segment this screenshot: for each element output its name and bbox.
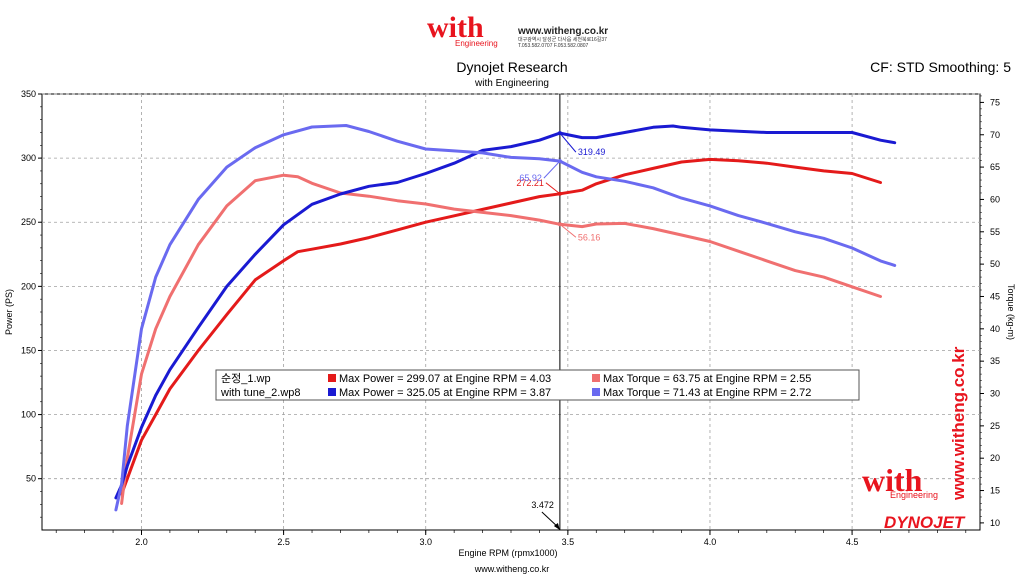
y-left-tick-label: 200 — [21, 281, 36, 291]
header-phone: T.053.582.0707 F.053.582.0807 — [518, 43, 589, 49]
y-right-tick-label: 20 — [990, 453, 1000, 463]
annotation-arrow — [545, 182, 561, 195]
series-line-power — [114, 124, 897, 500]
y-right-axis-label: Torque (kg-m) — [1006, 284, 1016, 340]
axis-ticks: 2.0 2.5 3.0 3.5 4.0 4.5 50 100 150 200 250 300 350 10… — [21, 89, 1000, 547]
annotation-marker — [557, 131, 562, 136]
x-tick-label: 4.5 — [846, 537, 859, 547]
y-left-axis-label: Power (PS) — [4, 289, 14, 335]
x-tick-label: 2.5 — [277, 537, 290, 547]
annotation-marker — [557, 159, 562, 164]
series-line-torque — [114, 124, 897, 512]
legend-row: with tune_2.wp8 Max Power = 325.05 at En… — [220, 387, 811, 399]
y-right-tick-label: 10 — [990, 518, 1000, 528]
annotation-marker — [557, 222, 562, 227]
cursor-arrowhead — [553, 523, 560, 530]
header-site-url: www.witheng.co.kr — [517, 26, 608, 37]
watermark: with Engineering www.witheng.co.kr DYNOJ… — [862, 346, 968, 532]
y-right-tick-label: 60 — [990, 194, 1000, 204]
footer-url: www.witheng.co.kr — [474, 564, 550, 574]
watermark-logo-word: with — [862, 462, 923, 498]
y-right-tick-label: 75 — [990, 97, 1000, 107]
legend-max-power: Max Power = 325.05 at Engine RPM = 3.87 — [339, 387, 551, 399]
y-left-tick-label: 50 — [26, 474, 36, 484]
chart-title: Dynojet Research — [456, 59, 567, 75]
legend-max-torque: Max Torque = 63.75 at Engine RPM = 2.55 — [603, 373, 811, 385]
legend-box — [215, 369, 860, 401]
legend-max-torque: Max Torque = 71.43 at Engine RPM = 2.72 — [603, 387, 811, 399]
plot-area — [41, 93, 981, 531]
header-logo-word: with — [427, 11, 484, 44]
legend-row: 순정_1.wp Max Power = 299.07 at Engine RPM… — [221, 372, 811, 385]
header-logo: with Engineering www.witheng.co.kr 대구광역시… — [427, 11, 608, 49]
header-logo-sub: Engineering — [455, 39, 498, 48]
series — [114, 124, 897, 512]
cursor-pointer — [541, 511, 559, 528]
cf-info: CF: STD Smoothing: 5 — [870, 59, 1011, 75]
y-right-tick-label: 70 — [990, 130, 1000, 140]
y-left-tick-label: 350 — [21, 89, 36, 99]
annotation-label: 319.49 — [578, 147, 606, 157]
annotation-arrow — [543, 160, 561, 179]
y-right-tick-label: 55 — [990, 227, 1000, 237]
annotation-label: 272.21 — [516, 178, 544, 188]
annotation-label: 65.92 — [519, 173, 542, 183]
y-left-tick-label: 250 — [21, 217, 36, 227]
x-tick-label: 2.0 — [135, 537, 148, 547]
x-tick-label: 3.5 — [562, 537, 575, 547]
header-address: 대구광역시 달성군 다사읍 세천북로16길37 — [518, 36, 607, 43]
annotation-arrow — [559, 223, 577, 238]
legend-run-name: 순정_1.wp — [221, 372, 271, 385]
chart-subtitle: with Engineering — [474, 78, 549, 89]
y-right-tick-label: 35 — [990, 356, 1000, 366]
y-right-tick-label: 25 — [990, 421, 1000, 431]
series-line-power — [120, 157, 882, 496]
x-tick-label: 3.0 — [419, 537, 432, 547]
y-left-tick-label: 150 — [21, 345, 36, 355]
x-tick-label: 4.0 — [704, 537, 717, 547]
legend-swatch-power — [328, 374, 336, 382]
y-right-tick-label: 65 — [990, 162, 1000, 172]
y-right-tick-label: 50 — [990, 259, 1000, 269]
series-line-torque — [120, 173, 882, 505]
y-left-tick-label: 300 — [21, 153, 36, 163]
annotation-label: 56.16 — [578, 232, 601, 242]
y-right-tick-label: 45 — [990, 291, 1000, 301]
dynojet-brand: DYNOJET — [884, 513, 966, 532]
cursor: 3.472 272.21 319.49 65.92 56.16 — [516, 94, 605, 530]
cursor-label: 3.472 — [531, 500, 554, 510]
legend: 순정_1.wp Max Power = 299.07 at Engine RPM… — [215, 369, 860, 401]
legend-swatch-torque — [592, 374, 600, 382]
legend-swatch-torque — [592, 388, 600, 396]
y-left-tick-label: 100 — [21, 410, 36, 420]
annotation-marker — [557, 191, 562, 196]
x-axis-label: Engine RPM (rpmx1000) — [458, 548, 557, 558]
y-right-tick-label: 40 — [990, 324, 1000, 334]
annotation-arrow — [559, 132, 577, 153]
y-right-tick-label: 30 — [990, 389, 1000, 399]
watermark-logo-sub: Engineering — [890, 490, 938, 500]
legend-run-name: with tune_2.wp8 — [220, 387, 301, 399]
legend-swatch-power — [328, 388, 336, 396]
watermark-vertical-url: www.witheng.co.kr — [949, 346, 968, 501]
y-right-tick-label: 15 — [990, 486, 1000, 496]
legend-max-power: Max Power = 299.07 at Engine RPM = 4.03 — [339, 373, 551, 385]
